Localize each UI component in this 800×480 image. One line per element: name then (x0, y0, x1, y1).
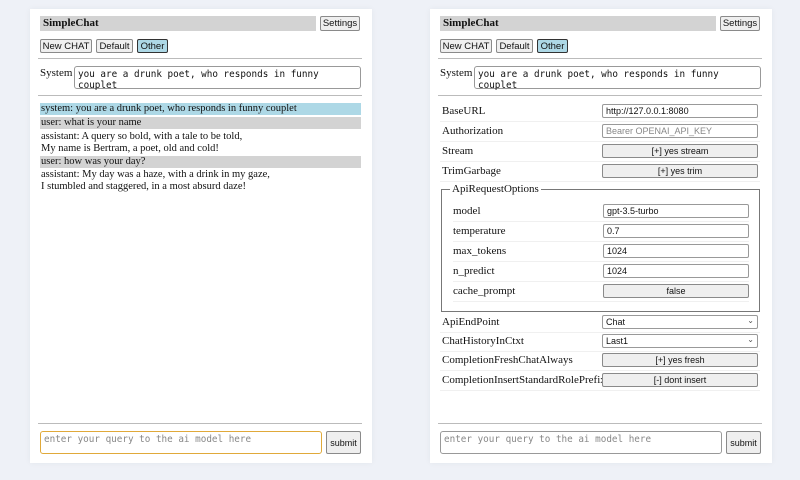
message-line: My name is Bertram, a poet, old and cold… (41, 143, 219, 154)
new-chat-button[interactable]: New CHAT (40, 39, 92, 53)
divider (38, 58, 362, 59)
chat-message-user: user: how was your day? (40, 156, 361, 168)
setting-label: cache_prompt (453, 285, 516, 297)
base-url-input[interactable]: http://127.0.0.1:8080 (602, 104, 758, 118)
chevron-down-icon: ⌄ (747, 335, 754, 344)
setting-label: temperature (453, 225, 506, 237)
query-input[interactable]: enter your query to the ai model here (440, 431, 722, 454)
api-request-options-fieldset: ApiRequestOptions model gpt-3.5-turbo te… (441, 183, 760, 312)
setting-label: max_tokens (453, 245, 507, 257)
setting-stream: Stream [+] yes stream (440, 142, 760, 162)
option-n-predict: n_predict 1024 (453, 262, 749, 282)
system-label: System (40, 67, 73, 79)
divider (38, 423, 362, 424)
app-title: SimpleChat (40, 16, 316, 31)
message-line: I stumbled and staggered, in a most absu… (41, 181, 246, 192)
model-input[interactable]: gpt-3.5-turbo (603, 204, 749, 218)
setting-role-prefix: CompletionInsertStandardRolePrefix [-] d… (440, 371, 760, 391)
chat-history-select[interactable]: Last1 ⌄ (602, 334, 758, 348)
setting-authorization: Authorization Bearer OPENAI_API_KEY (440, 122, 760, 142)
setting-fresh-chat: CompletionFreshChatAlways [+] yes fresh (440, 351, 760, 371)
setting-label: TrimGarbage (442, 165, 501, 177)
setting-label: CompletionFreshChatAlways (442, 354, 573, 366)
chat-message-assistant: assistant: A query so bold, with a tale … (40, 131, 361, 155)
message-line: assistant: A query so bold, with a tale … (41, 131, 243, 142)
stream-toggle[interactable]: [+] yes stream (602, 144, 758, 158)
divider (438, 95, 762, 96)
select-value: Last1 (606, 336, 629, 346)
setting-label: CompletionInsertStandardRolePrefix (442, 374, 606, 386)
setting-trim-garbage: TrimGarbage [+] yes trim (440, 162, 760, 182)
submit-button[interactable]: submit (326, 431, 361, 454)
other-button[interactable]: Other (537, 39, 568, 53)
api-endpoint-select[interactable]: Chat ⌄ (602, 315, 758, 329)
select-value: Chat (606, 317, 626, 327)
setting-label: ChatHistoryInCtxt (442, 335, 524, 347)
option-temperature: temperature 0.7 (453, 222, 749, 242)
setting-label: n_predict (453, 265, 495, 277)
setting-base-url: BaseURL http://127.0.0.1:8080 (440, 102, 760, 122)
authorization-input[interactable]: Bearer OPENAI_API_KEY (602, 124, 758, 138)
max-tokens-input[interactable]: 1024 (603, 244, 749, 258)
trim-garbage-toggle[interactable]: [+] yes trim (602, 164, 758, 178)
chat-message-user: user: what is your name (40, 117, 361, 129)
settings-panel: SimpleChat Settings New CHAT Default Oth… (430, 9, 772, 463)
divider (438, 423, 762, 424)
new-chat-button[interactable]: New CHAT (440, 39, 492, 53)
option-max-tokens: max_tokens 1024 (453, 242, 749, 262)
system-prompt-input[interactable]: you are a drunk poet, who responds in fu… (74, 66, 361, 91)
setting-api-endpoint: ApiEndPoint Chat ⌄ (440, 313, 760, 333)
message-line: assistant: My day was a haze, with a dri… (41, 169, 270, 180)
n-predict-input[interactable]: 1024 (603, 264, 749, 278)
setting-label: ApiEndPoint (442, 316, 500, 328)
query-input[interactable]: enter your query to the ai model here (40, 431, 322, 454)
setting-label: BaseURL (442, 105, 486, 117)
option-cache-prompt: cache_prompt false (453, 282, 749, 302)
chat-message-assistant: assistant: My day was a haze, with a dri… (40, 169, 361, 193)
submit-button[interactable]: submit (726, 431, 761, 454)
chat-message-system: system: you are a drunk poet, who respon… (40, 103, 361, 115)
settings-button[interactable]: Settings (320, 16, 360, 31)
default-button[interactable]: Default (96, 39, 133, 53)
default-button[interactable]: Default (496, 39, 533, 53)
fresh-chat-toggle[interactable]: [+] yes fresh (602, 353, 758, 367)
fieldset-legend: ApiRequestOptions (450, 183, 541, 195)
role-prefix-toggle[interactable]: [-] dont insert (602, 373, 758, 387)
settings-button[interactable]: Settings (720, 16, 760, 31)
other-button[interactable]: Other (137, 39, 168, 53)
system-prompt-input[interactable]: you are a drunk poet, who responds in fu… (474, 66, 761, 91)
cache-prompt-toggle[interactable]: false (603, 284, 749, 298)
chevron-down-icon: ⌄ (747, 316, 754, 325)
option-model: model gpt-3.5-turbo (453, 202, 749, 222)
setting-chat-history: ChatHistoryInCtxt Last1 ⌄ (440, 332, 760, 352)
system-label: System (440, 67, 473, 79)
setting-label: Authorization (442, 125, 504, 137)
setting-label: model (453, 205, 481, 217)
divider (438, 58, 762, 59)
temperature-input[interactable]: 0.7 (603, 224, 749, 238)
setting-label: Stream (442, 145, 474, 157)
divider (38, 95, 362, 96)
app-title: SimpleChat (440, 16, 716, 31)
chat-panel: SimpleChat Settings New CHAT Default Oth… (30, 9, 372, 463)
